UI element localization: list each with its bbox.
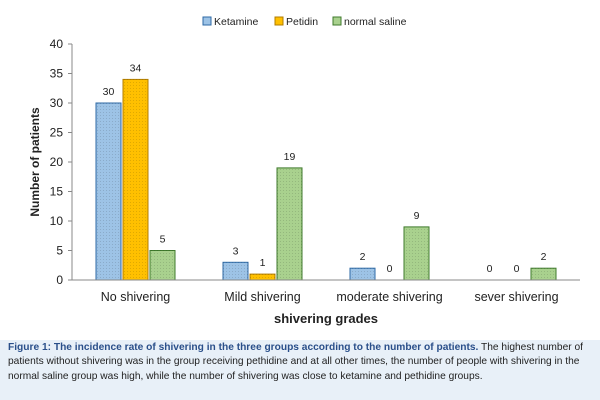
- bar-texture: [350, 268, 375, 280]
- bar-texture: [404, 226, 429, 280]
- x-category-label: moderate shivering: [336, 290, 442, 304]
- y-tick-label: 0: [56, 273, 63, 287]
- caption-lead: Figure 1: The incidence rate of shiverin…: [8, 342, 479, 353]
- figure-caption: Figure 1: The incidence rate of shiverin…: [8, 341, 592, 384]
- y-tick-label: 40: [50, 37, 64, 51]
- legend-label: normal saline: [344, 16, 407, 28]
- y-tick-label: 20: [50, 155, 64, 169]
- data-label: 5: [160, 234, 166, 246]
- y-axis-title: Number of patients: [28, 107, 42, 217]
- legend-swatch: [332, 16, 342, 26]
- legend-label: Ketamine: [214, 16, 259, 28]
- x-category-label: No shivering: [101, 290, 171, 304]
- bar-chart: Ketamine Petidin normal saline 05101520253…: [0, 0, 600, 340]
- x-axis: No shivering Mild shivering moderate shive…: [72, 279, 580, 304]
- caption-body: The highest number of patients without s…: [8, 342, 583, 382]
- y-tick-label: 5: [56, 244, 63, 258]
- data-label: 0: [487, 263, 493, 275]
- data-label: 2: [541, 251, 547, 263]
- data-label: 1: [260, 257, 266, 269]
- legend-swatch: [202, 16, 212, 26]
- y-tick-label: 10: [50, 214, 64, 228]
- y-tick-label: 15: [50, 185, 64, 199]
- legend-label: Petidin: [286, 16, 318, 28]
- data-label: 34: [130, 62, 142, 74]
- y-tick-label: 35: [50, 67, 64, 81]
- y-tick-label: 30: [50, 96, 64, 110]
- data-label: 19: [284, 151, 296, 163]
- data-label: 30: [103, 86, 115, 98]
- data-label: 2: [360, 251, 366, 263]
- bar-texture: [250, 274, 275, 280]
- x-axis-title: shivering grades: [274, 311, 378, 326]
- y-axis: 0 5 10 15 20 25 30 35 40: [50, 37, 73, 287]
- bar-texture: [531, 268, 556, 280]
- bar-texture: [223, 262, 248, 280]
- x-category-label: Mild shivering: [224, 290, 300, 304]
- bar-texture: [277, 167, 302, 280]
- data-label: 0: [387, 263, 393, 275]
- bars: 30 34 5 3 1 19 2 0 9 0 0 2: [95, 62, 557, 281]
- data-label: 0: [514, 263, 520, 275]
- y-tick-label: 25: [50, 126, 64, 140]
- legend-swatch: [274, 16, 284, 26]
- bar-texture: [96, 103, 121, 280]
- bar-texture: [150, 250, 175, 280]
- legend: Ketamine Petidin normal saline: [202, 16, 407, 28]
- x-category-label: sever shivering: [474, 290, 558, 304]
- data-label: 9: [414, 210, 420, 222]
- data-label: 3: [233, 245, 239, 257]
- bar-texture: [123, 79, 148, 281]
